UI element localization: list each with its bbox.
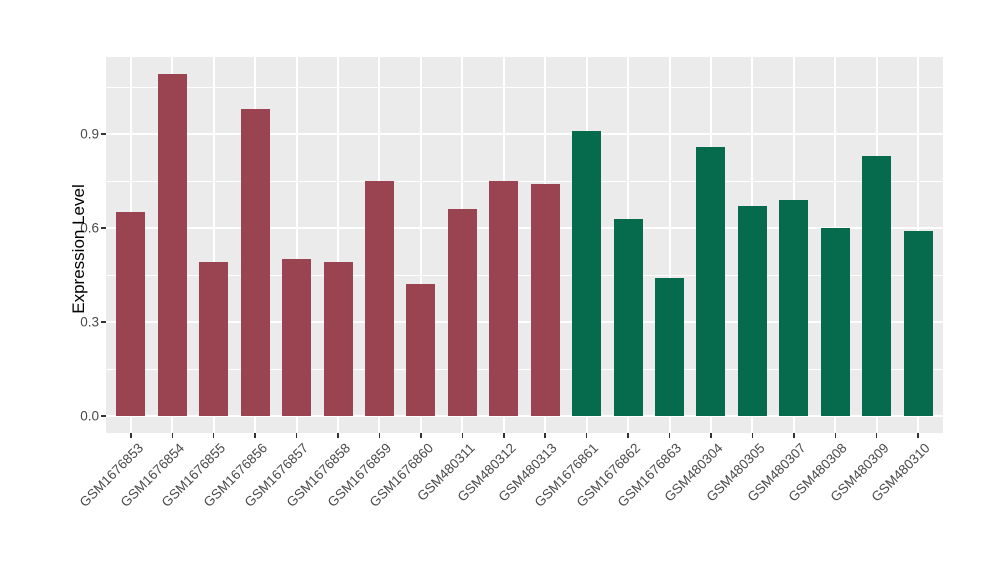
x-tick-mark bbox=[875, 433, 878, 438]
x-tick-mark bbox=[420, 433, 422, 438]
bar-GSM1676859 bbox=[364, 181, 394, 416]
bar-GSM480307 bbox=[779, 199, 809, 416]
bar-GSM1676853 bbox=[116, 212, 146, 416]
x-tick-mark bbox=[503, 433, 505, 438]
y-tick-label: 0.0 bbox=[80, 408, 99, 424]
x-tick-mark bbox=[378, 433, 381, 438]
bar-GSM1676861 bbox=[572, 130, 602, 416]
y-tick-label: 0.3 bbox=[80, 314, 99, 330]
x-tick-mark bbox=[834, 433, 837, 438]
bar-GSM1676858 bbox=[323, 262, 353, 416]
y-tick-mark bbox=[101, 321, 106, 323]
vertical-gridline bbox=[337, 57, 340, 433]
bar-GSM480311 bbox=[447, 209, 477, 416]
x-tick-mark bbox=[793, 433, 795, 438]
vertical-gridline bbox=[212, 57, 215, 433]
bar-GSM1676856 bbox=[240, 108, 270, 416]
x-tick-mark bbox=[751, 433, 754, 438]
x-tick-mark bbox=[544, 433, 546, 438]
x-tick-mark bbox=[461, 433, 464, 438]
bar-GSM480313 bbox=[530, 184, 560, 416]
vertical-gridline bbox=[295, 57, 298, 433]
minor-gridline bbox=[106, 86, 943, 88]
x-tick-mark bbox=[130, 433, 132, 438]
vertical-gridline bbox=[419, 57, 422, 433]
minor-gridline bbox=[106, 368, 943, 370]
bar-GSM480310 bbox=[903, 231, 933, 416]
x-tick-mark bbox=[171, 433, 174, 438]
bar-GSM1676860 bbox=[406, 284, 436, 416]
y-tick-label: 0.9 bbox=[80, 126, 99, 142]
y-tick-mark bbox=[101, 133, 106, 135]
x-tick-mark bbox=[212, 433, 215, 438]
x-tick-mark bbox=[295, 433, 298, 438]
major-gridline bbox=[106, 133, 943, 135]
bar-GSM1676854 bbox=[157, 74, 187, 416]
y-axis-title: Expression Level bbox=[69, 184, 88, 314]
x-tick-mark bbox=[668, 433, 671, 438]
bar-GSM1676863 bbox=[655, 278, 685, 416]
bar-GSM1676857 bbox=[282, 259, 312, 416]
minor-gridline bbox=[106, 274, 943, 276]
major-gridline bbox=[106, 321, 943, 323]
major-gridline bbox=[106, 415, 943, 417]
major-gridline bbox=[106, 227, 943, 229]
y-tick-mark bbox=[101, 415, 106, 417]
y-tick-mark bbox=[101, 227, 106, 229]
bar-GSM480305 bbox=[737, 206, 767, 416]
y-tick-label: 0.6 bbox=[80, 220, 99, 236]
minor-gridline bbox=[106, 180, 943, 182]
bar-GSM480304 bbox=[696, 146, 726, 416]
bar-GSM1676855 bbox=[199, 262, 229, 416]
x-tick-mark bbox=[627, 433, 629, 438]
x-tick-mark bbox=[710, 433, 712, 438]
bar-GSM1676862 bbox=[613, 218, 643, 416]
x-tick-mark bbox=[337, 433, 339, 438]
bar-GSM480312 bbox=[489, 181, 519, 416]
bar-GSM480309 bbox=[862, 155, 892, 416]
bar-GSM480308 bbox=[820, 228, 850, 416]
vertical-gridline bbox=[668, 57, 671, 433]
plot-panel bbox=[106, 57, 943, 433]
x-tick-mark bbox=[254, 433, 256, 438]
x-tick-mark bbox=[585, 433, 588, 438]
x-tick-mark bbox=[917, 433, 919, 438]
